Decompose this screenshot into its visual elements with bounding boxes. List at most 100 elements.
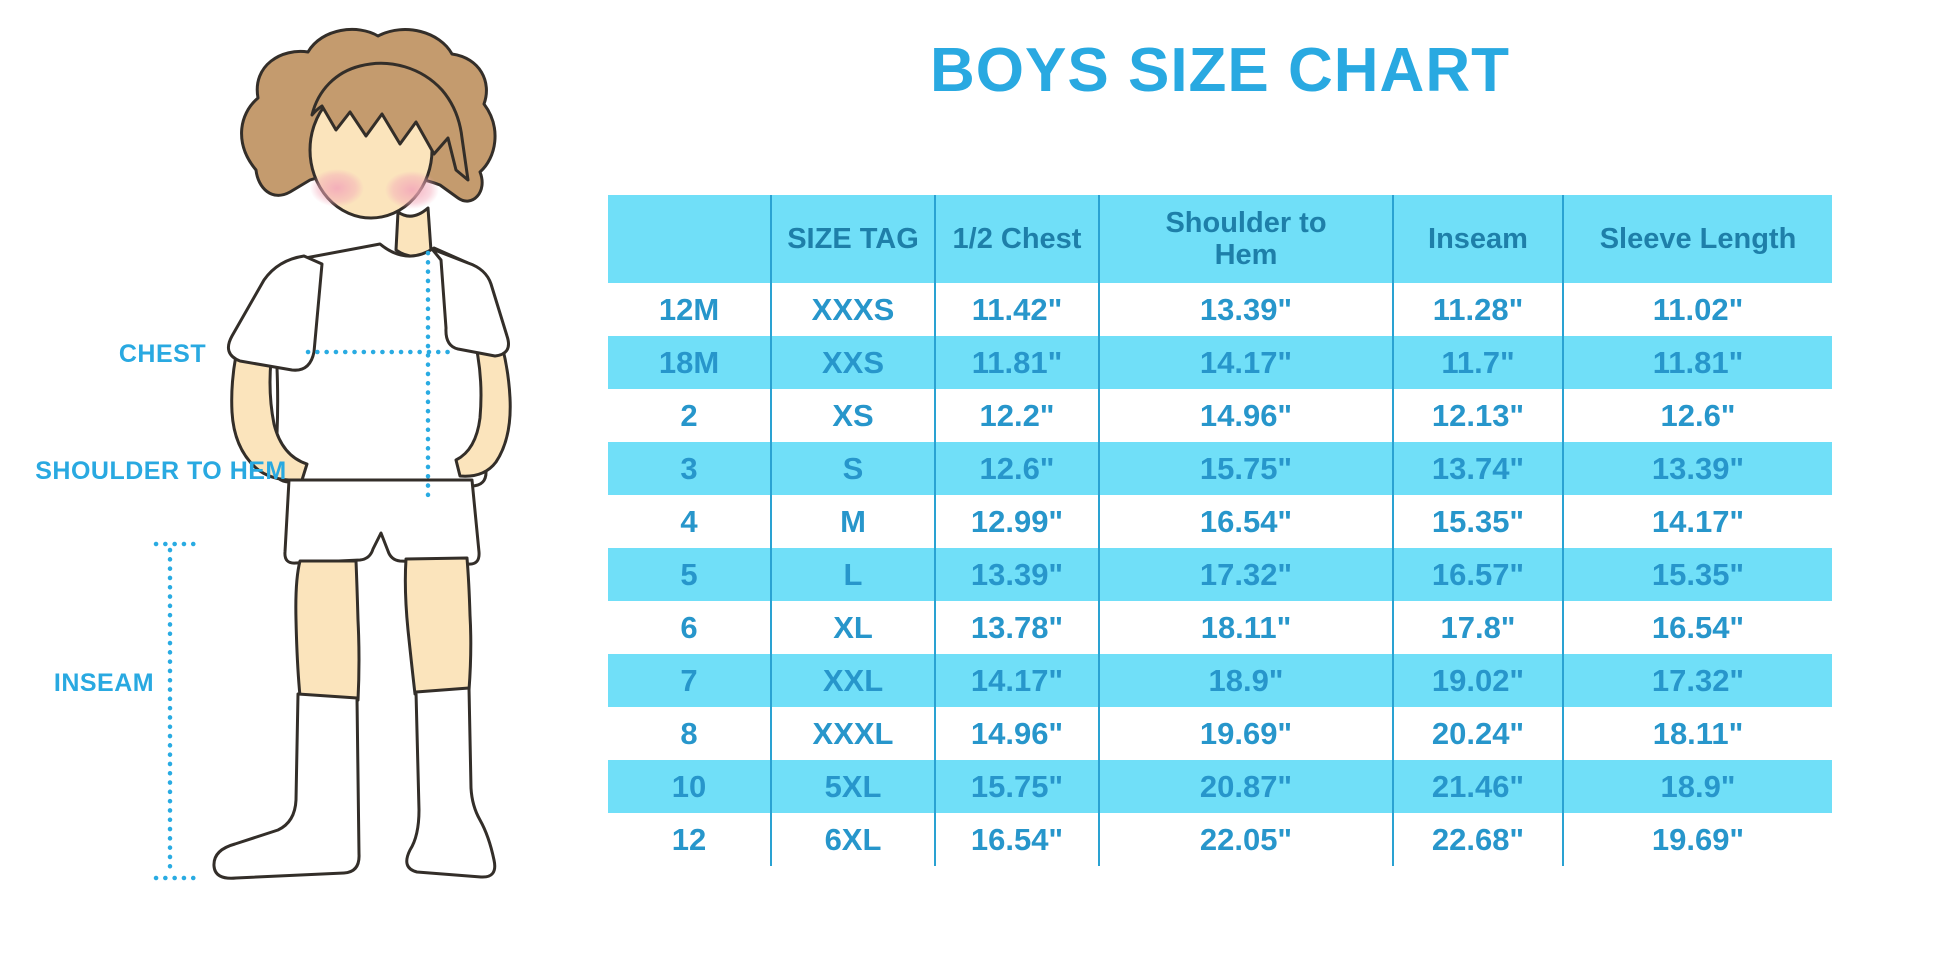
cell: 4 <box>608 495 772 548</box>
cell: 15.75" <box>1100 442 1394 495</box>
cell: 21.46" <box>1394 760 1564 813</box>
col-header-size-tag: SIZE TAG <box>772 195 936 283</box>
size-table: SIZE TAG 1/2 Chest Shoulder to Hem Insea… <box>608 195 1832 866</box>
inseam-label: INSEAM <box>53 669 155 697</box>
right-leg <box>403 556 473 696</box>
table-row: 5 L 13.39" 17.32" 16.57" 15.35" <box>608 548 1832 601</box>
shorts <box>283 478 481 566</box>
cell: 22.68" <box>1394 813 1564 866</box>
cell: 20.24" <box>1394 707 1564 760</box>
cell: 3 <box>608 442 772 495</box>
cell: M <box>772 495 936 548</box>
cell: S <box>772 442 936 495</box>
table-row: 7 XXL 14.17" 18.9" 19.02" 17.32" <box>608 654 1832 707</box>
cell: 19.02" <box>1394 654 1564 707</box>
cell: L <box>772 548 936 601</box>
cell: 14.96" <box>936 707 1100 760</box>
cell: 17.8" <box>1394 601 1564 654</box>
table-row: 12 6XL 16.54" 22.05" 22.68" 19.69" <box>608 813 1832 866</box>
cell: 15.35" <box>1394 495 1564 548</box>
cell: 17.32" <box>1651 662 1745 698</box>
col-header-inseam: Inseam <box>1394 195 1564 283</box>
left-leg <box>294 559 361 702</box>
cell: 10 <box>608 760 772 813</box>
cell: 11.81" <box>1652 344 1744 380</box>
cell: 6XL <box>772 813 936 866</box>
cell: 13.74" <box>1394 442 1564 495</box>
cell: 12.13" <box>1394 389 1564 442</box>
table-row: 2 XS 12.2" 14.96" 12.13" 12.6" <box>608 389 1832 442</box>
cell: 16.54" <box>1100 495 1394 548</box>
boy-illustration <box>153 28 512 881</box>
cell: 18.9" <box>1100 654 1394 707</box>
cell: 11.42" <box>936 283 1100 336</box>
col-header-half-chest: 1/2 Chest <box>936 195 1100 283</box>
table-row: 12M XXXS 11.42" 13.39" 11.28" 11.02" <box>608 283 1832 336</box>
cell: 13.39" <box>936 548 1100 601</box>
table-header-row: SIZE TAG 1/2 Chest Shoulder to Hem Insea… <box>608 195 1832 283</box>
cell: XXS <box>772 336 936 389</box>
cell: 18.9" <box>1660 768 1736 804</box>
cell: 16.54" <box>936 813 1100 866</box>
cell: 13.39" <box>1651 450 1745 486</box>
cell: 11.28" <box>1394 283 1564 336</box>
cell: XXXS <box>772 283 936 336</box>
col-header-sleeve-length: Sleeve Length <box>1599 222 1797 255</box>
cell: 17.32" <box>1100 548 1394 601</box>
cell: 12.6" <box>1660 397 1736 433</box>
right-sock <box>405 686 497 879</box>
cheek-left <box>310 169 364 207</box>
cell: 16.54" <box>1651 609 1745 645</box>
cell: 12.99" <box>936 495 1100 548</box>
cell: 11.02" <box>1652 291 1744 327</box>
col-header-size <box>608 195 772 283</box>
table-row: 4 M 12.99" 16.54" 15.35" 14.17" <box>608 495 1832 548</box>
cell: XXL <box>772 654 936 707</box>
cell: XL <box>772 601 936 654</box>
cell: 15.75" <box>936 760 1100 813</box>
cell: 12.2" <box>936 389 1100 442</box>
table-row: 6 XL 13.78" 18.11" 17.8" 16.54" <box>608 601 1832 654</box>
page-title: BOYS SIZE CHART <box>930 36 1510 105</box>
neck <box>394 206 433 258</box>
cell: XXXL <box>772 707 936 760</box>
cell: 20.87" <box>1100 760 1394 813</box>
cell: 12.6" <box>936 442 1100 495</box>
col-header-shoulder-to-hem-text: Shoulder to Hem <box>1165 206 1327 271</box>
left-sleeve <box>226 254 324 372</box>
cell: 19.69" <box>1651 821 1745 857</box>
cell: 14.17" <box>1651 503 1745 539</box>
cell: 14.96" <box>1100 389 1394 442</box>
cell: 5XL <box>772 760 936 813</box>
cell: 14.17" <box>936 654 1100 707</box>
cell: 19.69" <box>1100 707 1394 760</box>
cell: 18.11" <box>1652 715 1744 751</box>
cell: 13.78" <box>936 601 1100 654</box>
table-row: 10 5XL 15.75" 20.87" 21.46" 18.9" <box>608 760 1832 813</box>
cell: 16.57" <box>1394 548 1564 601</box>
cell: 7 <box>608 654 772 707</box>
col-header-shoulder-to-hem: Shoulder to Hem <box>1100 195 1394 283</box>
cell: 11.7" <box>1394 336 1564 389</box>
table-row: 3 S 12.6" 15.75" 13.74" 13.39" <box>608 442 1832 495</box>
shoulder-to-hem-label: SHOULDER TO HEM <box>35 457 287 485</box>
left-sock <box>212 692 361 880</box>
cell: 18.11" <box>1100 601 1394 654</box>
cell: 2 <box>608 389 772 442</box>
cell: 12 <box>608 813 772 866</box>
cell: XS <box>772 389 936 442</box>
cell: 8 <box>608 707 772 760</box>
cell: 18M <box>608 336 772 389</box>
cell: 15.35" <box>1651 556 1745 592</box>
cell: 22.05" <box>1100 813 1394 866</box>
right-sleeve <box>430 247 510 358</box>
cheek-right <box>385 171 439 209</box>
cell: 12M <box>608 283 772 336</box>
hair-fringe <box>310 61 470 182</box>
table-row: 18M XXS 11.81" 14.17" 11.7" 11.81" <box>608 336 1832 389</box>
cell: 13.39" <box>1100 283 1394 336</box>
cell: 11.81" <box>936 336 1100 389</box>
cell: 5 <box>608 548 772 601</box>
cell: 6 <box>608 601 772 654</box>
